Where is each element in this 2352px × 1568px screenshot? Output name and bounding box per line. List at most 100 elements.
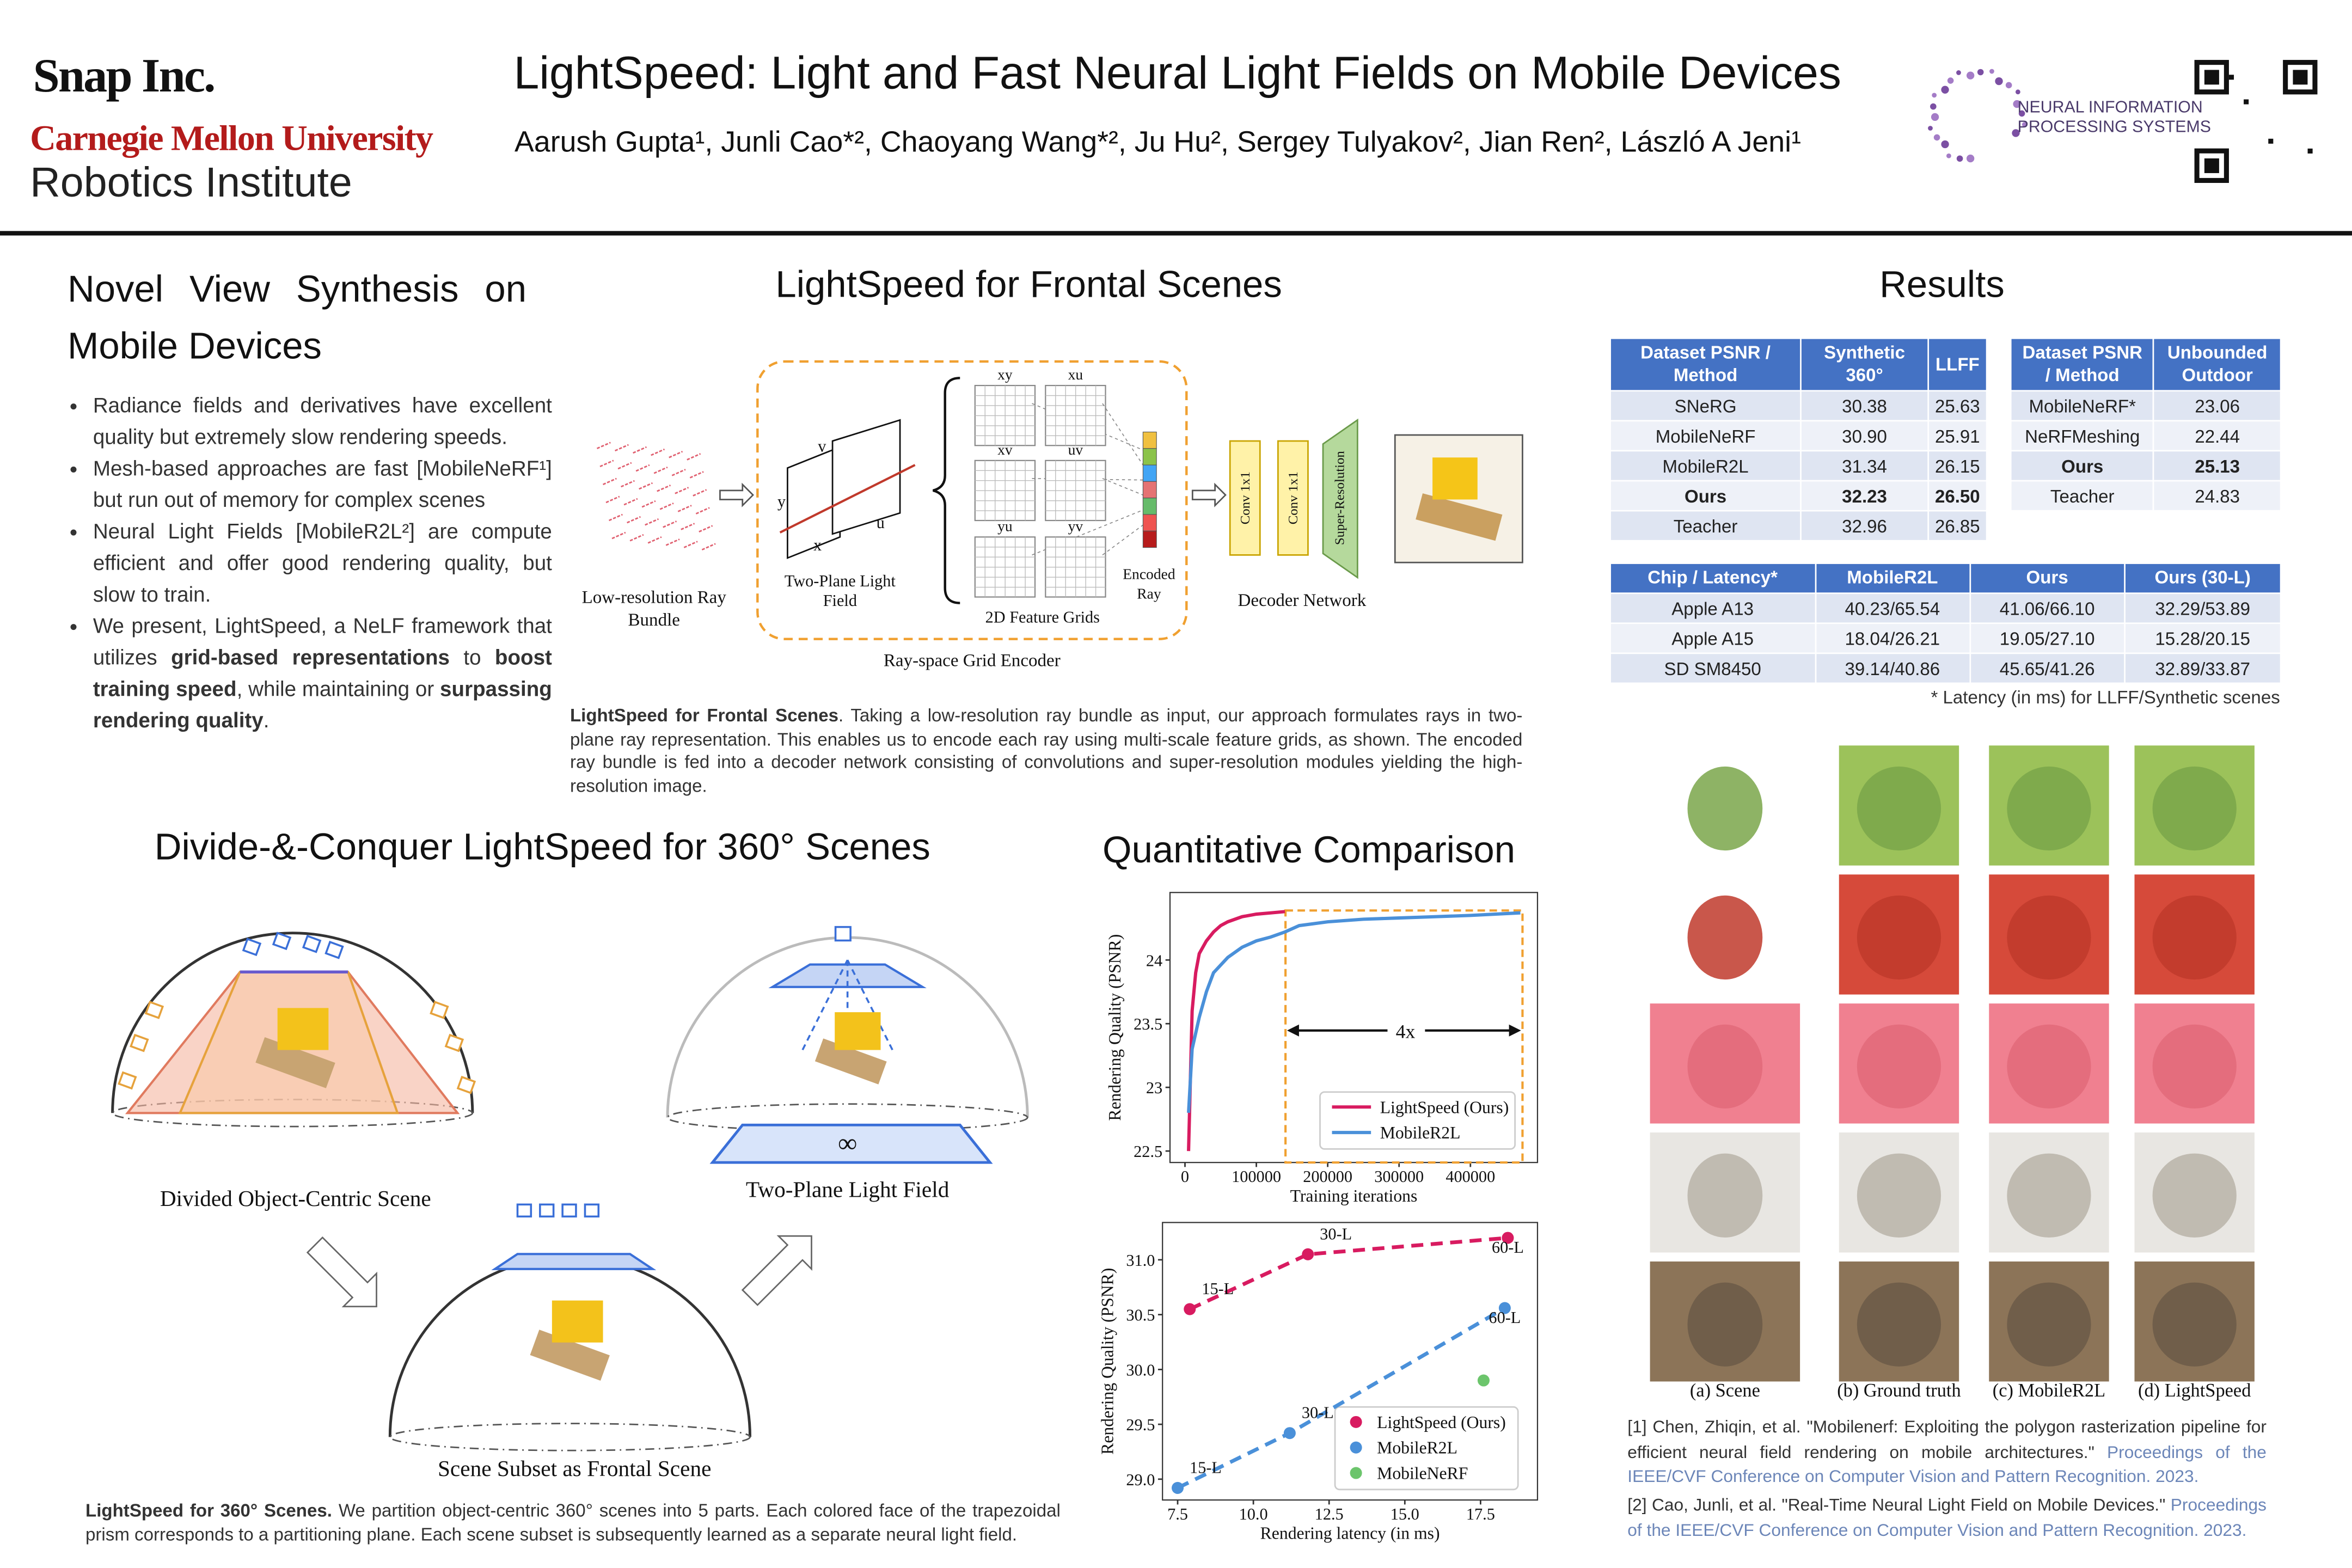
y-axis-label: Rendering Quality (PSNR) (1098, 1268, 1117, 1455)
point-label: 15-L (1190, 1458, 1222, 1477)
ray (653, 466, 668, 474)
legend-label: LightSpeed (Ours) (1380, 1098, 1509, 1117)
image-content (1857, 1024, 1941, 1109)
ray (683, 541, 698, 548)
caption-lead: LightSpeed for Frontal Scenes (569, 705, 839, 726)
figure-label: Divided Object-Centric Scene (160, 1186, 431, 1211)
table-cell: NeRFMeshing (2011, 421, 2153, 450)
header-rule (0, 231, 2352, 236)
header-cell: Dataset PSNR / Method (1610, 339, 1800, 390)
camera (456, 1075, 476, 1094)
header-row: Chip / Latency* MobileR2L Ours Ours (30-L) (1610, 564, 2280, 593)
header-cell: MobileR2L (1816, 564, 1969, 593)
header-cell: Unbounded Outdoor (2154, 339, 2280, 390)
figure-label: Field (823, 591, 857, 610)
excavator (1416, 493, 1503, 541)
header-row: Dataset PSNR / Method Unbounded Outdoor (2011, 339, 2280, 390)
camera (584, 1203, 600, 1218)
caption-text: We partition object-centric 360° scenes … (85, 1500, 1061, 1545)
ray (611, 531, 626, 540)
logo-dot (2012, 129, 2020, 137)
camera (444, 1033, 464, 1052)
ray (641, 500, 656, 508)
results-table: Chip / Latency* MobileR2L Ours Ours (30-L) A… (1609, 562, 2282, 684)
section-title: Quantitative Comparison (1102, 829, 1516, 872)
bold-text: grid-based representations (171, 645, 450, 669)
reference-text: [1] Chen, Zhiqin, et al. "Mobilenerf: Ex… (1627, 1419, 2267, 1462)
camera (130, 1033, 149, 1052)
image-content (2007, 766, 2091, 851)
logo-dot (1941, 85, 1949, 94)
block-label: Conv 1x1 (1286, 471, 1301, 524)
ray (645, 518, 659, 526)
logo-dot (1928, 126, 1933, 131)
x-tick-label: 15.0 (1391, 1505, 1419, 1523)
table-cell: 23.06 (2154, 391, 2280, 420)
figure-label: Low-resolution Ray (582, 588, 727, 608)
conference-line: PROCESSING SYSTEMS (2017, 118, 2211, 136)
figure-label: Bundle (628, 610, 679, 630)
encoded-segment (1142, 514, 1157, 531)
table-cell: 32.96 (1801, 511, 1928, 540)
qr-module (2244, 99, 2249, 105)
y-axis-label: Rendering Quality (PSNR) (1105, 934, 1124, 1121)
ray (623, 498, 638, 506)
qr-finder (2204, 70, 2219, 85)
point (1184, 1303, 1196, 1315)
x-tick-label: 200000 (1303, 1167, 1352, 1186)
table-cell: SD SM8450 (1610, 654, 1815, 683)
dome-base (389, 1423, 751, 1451)
ray (663, 520, 677, 528)
image-content (2152, 766, 2237, 851)
excavator (530, 1330, 610, 1381)
excavator (255, 1037, 335, 1088)
text: We present, LightSpeed, a NeLF framework… (93, 613, 552, 669)
image-content (2007, 1024, 2091, 1109)
camera (561, 1203, 577, 1218)
y-tick-label: 23.5 (1134, 1015, 1162, 1033)
section-title: LightSpeed for Frontal Scenes (775, 264, 1282, 307)
image-content (2152, 1024, 2237, 1109)
ray (609, 513, 623, 522)
cmu-logo: Carnegie Mellon University (30, 120, 433, 160)
ri-logo: Robotics Institute (30, 159, 352, 206)
figure-label: Two-Plane Light (785, 572, 896, 590)
legend-label: MobileR2L (1377, 1438, 1457, 1457)
table-cell: 25.91 (1928, 421, 1986, 450)
logo-dot (1989, 69, 1994, 74)
logo-dot (1946, 153, 1951, 158)
x-axis-label: Training iterations (1290, 1186, 1418, 1205)
table-cell: 25.63 (1928, 391, 1986, 420)
table-cell: 15.28/20.15 (2125, 624, 2280, 653)
series-line (1189, 1236, 1508, 1311)
table-cell: SNeRG (1610, 391, 1800, 420)
text: . (263, 708, 270, 732)
y-tick-label: 24 (1146, 951, 1162, 970)
grid-label: xy (997, 366, 1013, 383)
table-cell: Teacher (2011, 481, 2153, 510)
camera (302, 934, 322, 953)
logo-dot (1956, 155, 1963, 162)
encoded-segment (1142, 431, 1157, 449)
table-row: SD SM8450 39.14/40.86 45.65/41.26 32.89/33.… (1610, 654, 2280, 683)
logo-dot (1932, 93, 1937, 98)
table-row: MobileR2L 31.34 26.15 (1610, 451, 1986, 480)
x-tick-label: 17.5 (1466, 1505, 1495, 1523)
ray (669, 451, 683, 458)
image-caption: (a) Scene (1690, 1380, 1760, 1401)
ray (681, 523, 695, 530)
header-cell: Ours (1970, 564, 2124, 593)
table-cell: Ours (2011, 451, 2153, 480)
figure-label: 2D Feature Grids (985, 608, 1100, 626)
ray (651, 448, 665, 456)
reference-text: [2] Cao, Junli, et al. "Real-Time Neural… (1627, 1497, 2171, 1515)
table-cell: 26.50 (1928, 481, 1986, 510)
table-cell: 32.23 (1801, 481, 1928, 510)
logo-dot (1966, 154, 1975, 163)
camera (539, 1203, 555, 1218)
table-cell: 32.89/33.87 (2125, 654, 2280, 683)
bullet: We present, LightSpeed, a NeLF framework… (93, 610, 552, 736)
table-cell: Apple A13 (1610, 594, 1815, 623)
logo-dot (2022, 122, 2027, 127)
